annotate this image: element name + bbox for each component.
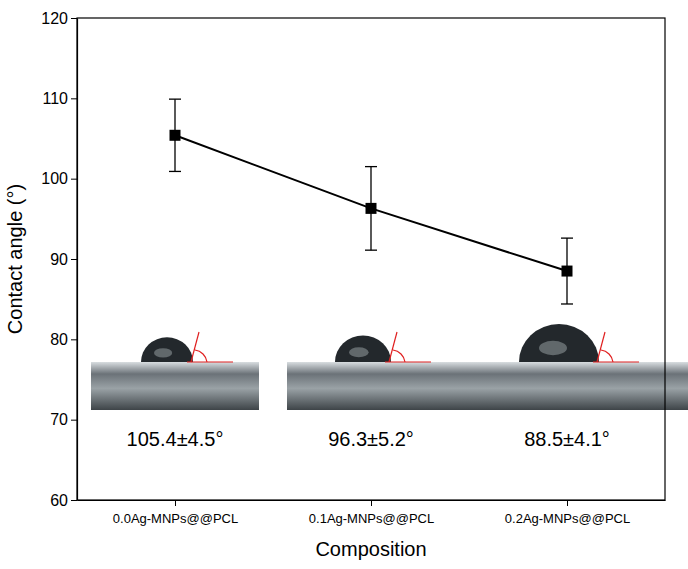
y-tick-label: 120 — [41, 10, 68, 27]
x-tick-mark — [371, 500, 372, 506]
angle-tangent — [191, 332, 199, 362]
droplet-photos — [91, 324, 688, 410]
error-bar-cap-top — [561, 237, 573, 238]
y-tick: 110 — [42, 90, 77, 107]
droplet-highlight — [154, 348, 172, 357]
y-tick-mark — [71, 339, 77, 340]
substrate — [287, 362, 455, 410]
error-bar-cap-bottom — [169, 171, 181, 172]
y-tick: 120 — [41, 10, 77, 27]
droplet — [141, 337, 193, 362]
annotation: 105.4±4.5° — [127, 428, 224, 450]
droplet — [335, 335, 391, 362]
y-axis-line — [77, 19, 78, 501]
angle-arc — [393, 350, 405, 362]
error-bar — [365, 167, 377, 251]
angle-baseline — [385, 361, 431, 362]
y-tick-label: 90 — [50, 251, 68, 268]
y-tick-label: 100 — [41, 170, 68, 187]
chart: 105.4±4.5° 96.3±5.2° 88.5±4.1° 60 70 80 90 100 1… — [0, 0, 688, 569]
angle-baseline — [593, 361, 639, 362]
droplet — [519, 324, 599, 362]
y-tick-label: 60 — [50, 492, 68, 509]
y-tick: 90 — [50, 251, 77, 268]
data-point — [366, 203, 377, 214]
substrate — [445, 362, 688, 410]
y-tick: 80 — [50, 331, 77, 348]
x-tick-mark — [567, 500, 568, 506]
y-tick-mark — [71, 18, 77, 19]
y-tick: 60 — [50, 492, 77, 509]
y-tick-label: 80 — [50, 331, 68, 348]
x-tick-label: 0.2Ag-MNPs@@PCL — [505, 511, 630, 526]
error-bar-cap-top — [365, 166, 377, 167]
angle-tangent — [389, 332, 397, 362]
y-tick-label: 110 — [42, 90, 68, 107]
data-point — [562, 266, 573, 277]
y-tick: 100 — [41, 170, 77, 187]
y-tick-mark — [71, 179, 77, 180]
y-tick-mark — [71, 420, 77, 421]
x-tick-label: 0.1Ag-MNPs@@PCL — [309, 511, 434, 526]
error-bar-cap-top — [169, 98, 181, 99]
droplet-highlight — [539, 341, 567, 355]
substrate — [91, 362, 259, 410]
y-tick-mark — [71, 259, 77, 260]
error-bar — [561, 238, 573, 304]
droplet-photo — [91, 332, 259, 410]
marks — [169, 99, 573, 304]
error-bar-cap-bottom — [365, 250, 377, 251]
error-bar-cap-bottom — [561, 303, 573, 304]
y-tick-mark — [71, 98, 77, 99]
x-tick: 0.0Ag-MNPs@@PCL — [113, 500, 238, 526]
data-point — [170, 130, 181, 141]
error-bar — [169, 99, 181, 171]
x-tick-label: 0.0Ag-MNPs@@PCL — [113, 511, 238, 526]
x-axis: 0.0Ag-MNPs@@PCL 0.1Ag-MNPs@@PCL 0.2Ag-MNPs… — [78, 500, 666, 526]
y-axis-title: Contact angle (°) — [4, 184, 26, 334]
annotations: 105.4±4.5° 96.3±5.2° 88.5±4.1° — [127, 428, 610, 450]
plot-frame — [77, 18, 665, 500]
y-tick: 70 — [50, 411, 77, 428]
angle-baseline — [187, 361, 233, 362]
x-axis-title: Composition — [315, 538, 426, 560]
x-tick-mark — [175, 500, 176, 506]
y-tick-label: 70 — [50, 411, 68, 428]
droplet-photo — [445, 324, 688, 410]
data-line — [175, 135, 567, 271]
angle-arc — [601, 350, 613, 362]
y-tick-mark — [71, 500, 77, 501]
annotation: 96.3±5.2° — [328, 428, 414, 450]
y-axis: 60 70 80 90 100 110 120 — [41, 10, 77, 509]
droplet-photo — [287, 332, 455, 410]
x-tick: 0.1Ag-MNPs@@PCL — [309, 500, 434, 526]
angle-arc — [195, 350, 207, 362]
droplet-highlight — [349, 347, 369, 357]
annotation: 88.5±4.1° — [524, 428, 610, 450]
angle-tangent — [597, 332, 605, 362]
x-tick: 0.2Ag-MNPs@@PCL — [505, 500, 630, 526]
